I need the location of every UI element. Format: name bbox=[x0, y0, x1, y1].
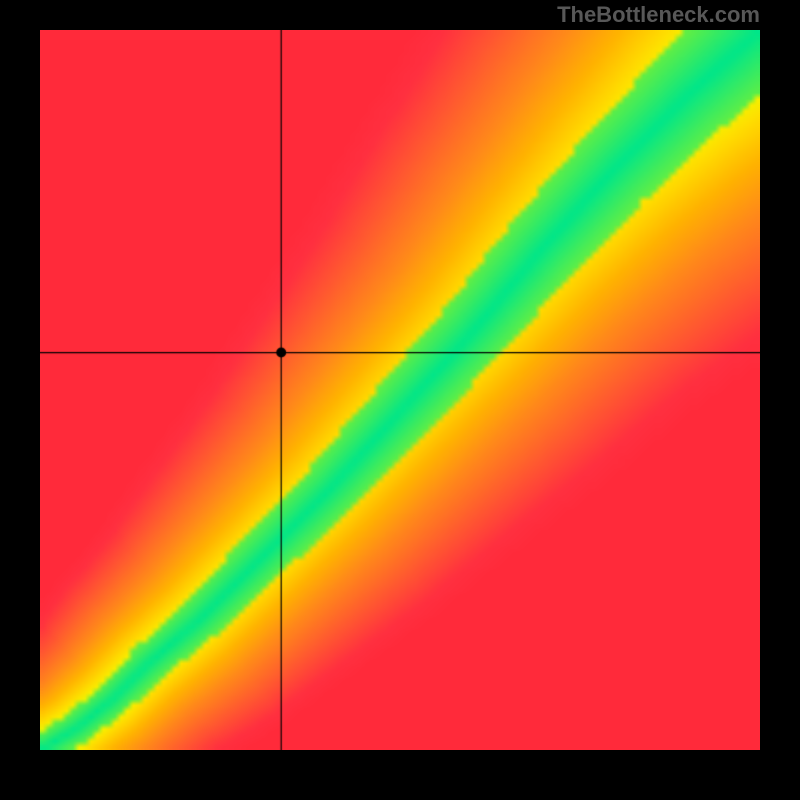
bottleneck-heatmap bbox=[40, 30, 760, 750]
watermark-text: TheBottleneck.com bbox=[557, 2, 760, 28]
figure-root: { "watermark": "TheBottleneck.com", "hea… bbox=[0, 0, 800, 800]
